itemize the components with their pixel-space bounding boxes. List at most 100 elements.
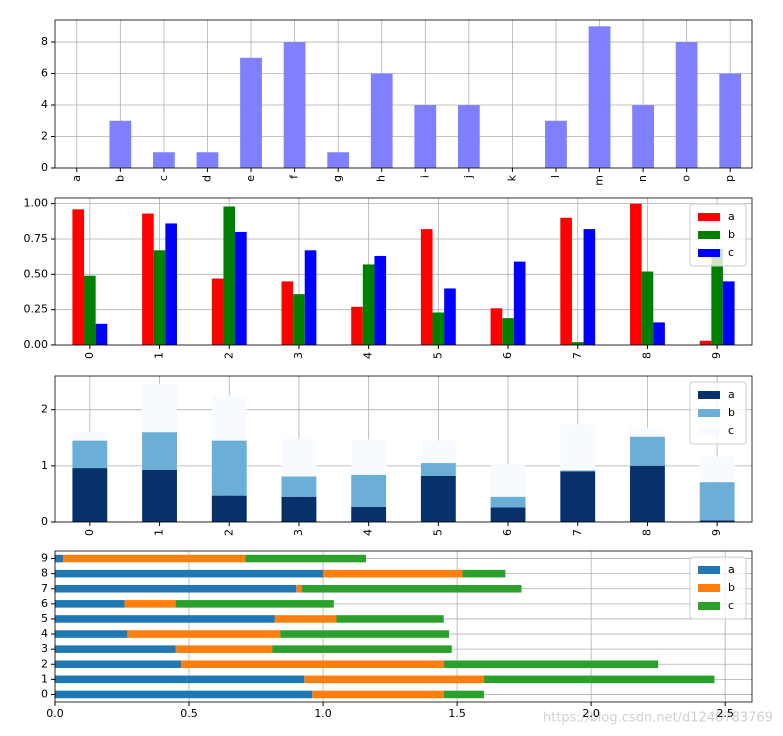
bar: [443, 690, 484, 699]
bar: [180, 660, 444, 669]
legend-label: a: [728, 563, 735, 576]
bar: [312, 690, 444, 699]
bar: [304, 250, 317, 345]
bar: [336, 615, 444, 623]
bar: [630, 203, 642, 345]
x-tick-label: 3: [292, 529, 305, 536]
x-tick-label: n: [636, 175, 649, 182]
bar: [63, 554, 246, 563]
bar: [245, 554, 366, 563]
bar: [443, 660, 659, 669]
bar: [301, 584, 522, 593]
y-tick-label: 4: [41, 627, 48, 640]
bar: [196, 152, 219, 168]
y-tick-label: 5: [41, 612, 48, 625]
bar: [457, 105, 480, 168]
legend-label: b: [728, 228, 735, 241]
bar: [240, 57, 262, 169]
x-tick-label: p: [723, 175, 736, 182]
x-tick-label: d: [200, 175, 213, 182]
y-tick-label: 0.25: [24, 303, 49, 316]
bar: [281, 476, 317, 497]
x-tick-label: m: [593, 175, 606, 186]
bar: [281, 496, 317, 522]
bar: [72, 209, 85, 345]
bar: [374, 255, 387, 345]
bar: [420, 440, 456, 464]
bar: [414, 105, 437, 168]
legend-swatch: [698, 602, 720, 610]
x-tick-label: 0: [83, 352, 96, 359]
bar: [420, 229, 433, 345]
bar: [72, 440, 108, 469]
y-tick-label: 0.50: [24, 267, 49, 280]
bar: [142, 469, 177, 522]
bar: [719, 73, 742, 168]
x-tick-label: 0.5: [180, 707, 198, 720]
bar: [351, 506, 387, 522]
y-tick-label: 1.00: [24, 197, 49, 210]
y-tick-label: 2: [41, 657, 48, 670]
bar: [699, 520, 735, 522]
bar: [513, 261, 526, 345]
bar: [699, 456, 735, 483]
bar: [124, 600, 176, 608]
bar: [490, 496, 526, 508]
x-tick-label: 2: [222, 352, 235, 359]
y-tick-label: 1: [41, 672, 48, 685]
x-tick-label: 8: [640, 352, 653, 359]
bar: [630, 427, 665, 437]
bar: [153, 152, 175, 168]
y-tick-label: 2: [41, 130, 48, 143]
bar: [142, 432, 177, 470]
x-tick-label: c: [157, 175, 170, 181]
bar: [560, 424, 596, 471]
bar: [109, 120, 132, 168]
bar: [699, 482, 735, 521]
bar: [490, 507, 526, 522]
x-tick-label: l: [549, 175, 562, 178]
y-tick-label: 0: [41, 687, 48, 700]
bar: [175, 645, 273, 653]
bar: [72, 468, 108, 522]
watermark: https://blog.csdn.net/d1240783769: [543, 711, 773, 726]
legend-label: c: [728, 246, 734, 259]
legend-swatch: [698, 427, 720, 435]
legend-label: b: [728, 406, 735, 419]
x-tick-label: f: [288, 174, 301, 179]
bar: [283, 42, 306, 168]
bar: [351, 306, 363, 345]
y-tick-label: 9: [41, 552, 48, 565]
bar: [583, 229, 596, 345]
y-tick-label: 0.00: [24, 338, 49, 351]
bar: [211, 395, 247, 441]
bar: [630, 436, 665, 466]
legend-label: c: [728, 424, 734, 437]
legend-swatch: [698, 231, 720, 239]
bar: [545, 120, 567, 168]
x-tick-label: j: [462, 175, 475, 179]
x-tick-label: 4: [362, 529, 375, 536]
bar: [490, 463, 526, 497]
bar: [175, 600, 334, 608]
x-tick-label: 8: [640, 529, 653, 536]
bar: [560, 471, 596, 522]
bar: [281, 438, 317, 477]
bar: [327, 152, 350, 168]
bar: [632, 105, 654, 168]
bar: [502, 318, 514, 345]
bar: [641, 271, 654, 345]
axes-frame: [54, 197, 753, 346]
x-tick-label: 1.5: [448, 707, 466, 720]
bar: [55, 645, 176, 653]
x-tick-label: 2.5: [716, 707, 734, 720]
x-tick-label: k: [505, 174, 518, 181]
bar: [630, 465, 665, 522]
bar: [55, 615, 275, 623]
bar: [653, 322, 665, 345]
bar: [127, 630, 281, 638]
bar: [560, 217, 572, 345]
legend-swatch: [698, 584, 720, 592]
bar: [55, 660, 181, 669]
